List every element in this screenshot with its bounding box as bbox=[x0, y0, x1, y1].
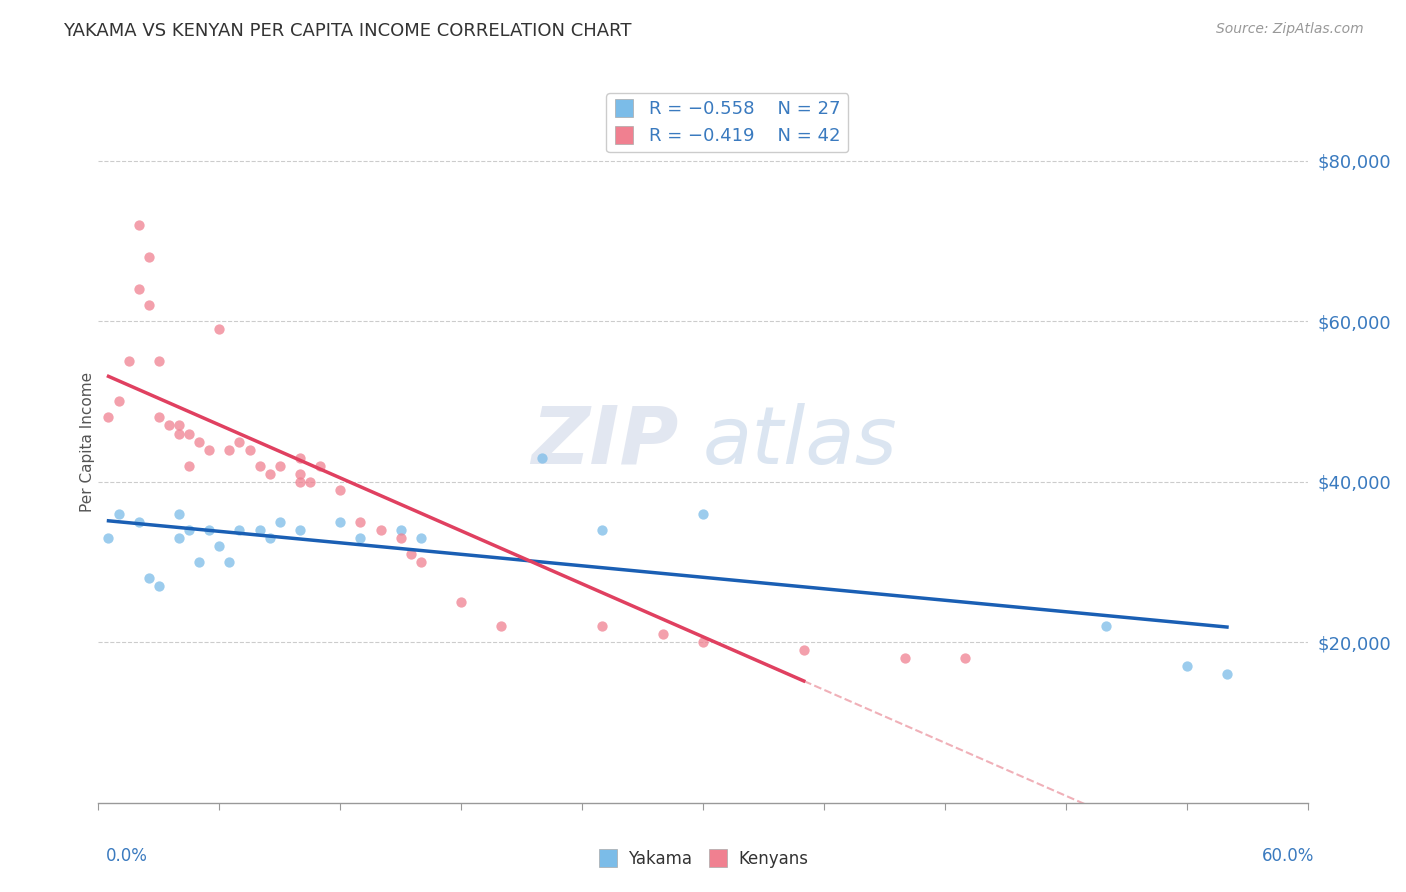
Legend: Yakama, Kenyans: Yakama, Kenyans bbox=[591, 844, 815, 875]
Point bbox=[651, 627, 673, 641]
Point bbox=[299, 475, 322, 489]
Point bbox=[107, 394, 129, 409]
Point bbox=[259, 467, 281, 481]
Point bbox=[953, 651, 976, 665]
Point bbox=[188, 434, 211, 449]
Point bbox=[409, 531, 432, 545]
Point bbox=[97, 410, 120, 425]
Text: Source: ZipAtlas.com: Source: ZipAtlas.com bbox=[1216, 22, 1364, 37]
Point bbox=[389, 523, 412, 537]
Point bbox=[128, 218, 150, 232]
Point bbox=[118, 354, 141, 368]
Point bbox=[269, 515, 291, 529]
Point bbox=[208, 322, 231, 336]
Point bbox=[491, 619, 513, 633]
Point bbox=[591, 523, 613, 537]
Point bbox=[450, 595, 472, 609]
Point bbox=[138, 571, 160, 585]
Text: 0.0%: 0.0% bbox=[105, 847, 148, 865]
Point bbox=[167, 531, 190, 545]
Point bbox=[793, 643, 815, 657]
Point bbox=[138, 298, 160, 312]
Point bbox=[591, 619, 613, 633]
Point bbox=[218, 442, 240, 457]
Point bbox=[309, 458, 332, 473]
Point bbox=[157, 418, 180, 433]
Point bbox=[329, 515, 352, 529]
Point bbox=[893, 651, 915, 665]
Point bbox=[148, 354, 170, 368]
Point bbox=[179, 523, 201, 537]
Text: atlas: atlas bbox=[703, 402, 898, 481]
Point bbox=[349, 515, 371, 529]
Legend: R = −0.558    N = 27, R = −0.419    N = 42: R = −0.558 N = 27, R = −0.419 N = 42 bbox=[606, 93, 848, 153]
Y-axis label: Per Capita Income: Per Capita Income bbox=[80, 371, 94, 512]
Point bbox=[128, 515, 150, 529]
Point bbox=[239, 442, 262, 457]
Point bbox=[288, 523, 311, 537]
Point bbox=[1175, 659, 1198, 673]
Text: YAKAMA VS KENYAN PER CAPITA INCOME CORRELATION CHART: YAKAMA VS KENYAN PER CAPITA INCOME CORRE… bbox=[63, 22, 631, 40]
Point bbox=[249, 458, 271, 473]
Point bbox=[97, 531, 120, 545]
Point bbox=[530, 450, 553, 465]
Point bbox=[370, 523, 392, 537]
Point bbox=[288, 450, 311, 465]
Point bbox=[198, 523, 221, 537]
Point bbox=[208, 539, 231, 553]
Point bbox=[228, 434, 250, 449]
Point bbox=[1216, 667, 1239, 681]
Point bbox=[409, 555, 432, 569]
Point bbox=[167, 418, 190, 433]
Point bbox=[349, 531, 371, 545]
Point bbox=[228, 523, 250, 537]
Point bbox=[167, 507, 190, 521]
Point bbox=[692, 507, 714, 521]
Point bbox=[269, 458, 291, 473]
Point bbox=[138, 250, 160, 264]
Point bbox=[288, 475, 311, 489]
Point bbox=[218, 555, 240, 569]
Point bbox=[259, 531, 281, 545]
Point bbox=[198, 442, 221, 457]
Text: 60.0%: 60.0% bbox=[1263, 847, 1315, 865]
Point bbox=[148, 579, 170, 593]
Point bbox=[389, 531, 412, 545]
Text: ZIP: ZIP bbox=[531, 402, 679, 481]
Point bbox=[399, 547, 422, 561]
Point bbox=[167, 426, 190, 441]
Point bbox=[128, 282, 150, 296]
Point bbox=[692, 635, 714, 649]
Point bbox=[288, 467, 311, 481]
Point bbox=[249, 523, 271, 537]
Point bbox=[329, 483, 352, 497]
Point bbox=[107, 507, 129, 521]
Point bbox=[179, 426, 201, 441]
Point bbox=[1095, 619, 1118, 633]
Point bbox=[179, 458, 201, 473]
Point bbox=[148, 410, 170, 425]
Point bbox=[188, 555, 211, 569]
